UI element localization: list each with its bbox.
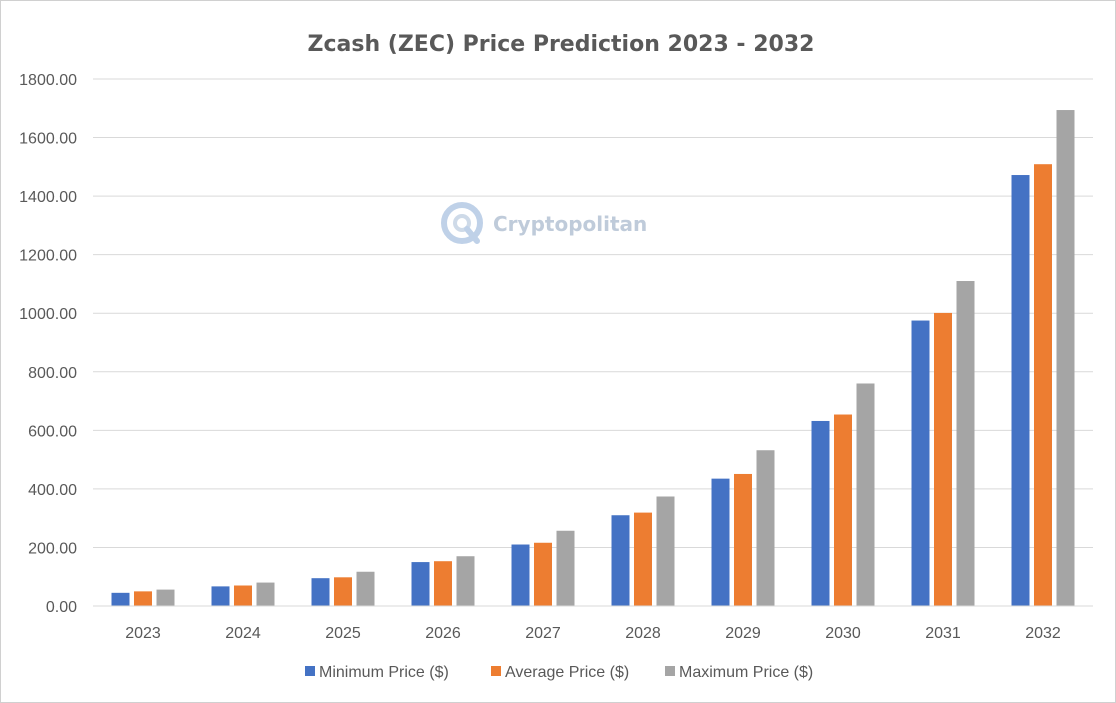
y-tick-label: 600.00 <box>28 423 77 440</box>
bar-2026-average <box>434 561 452 606</box>
legend-item: Maximum Price ($) <box>665 664 813 681</box>
x-tick-label: 2029 <box>725 625 761 642</box>
legend: Minimum Price ($) Average Price ($) Maximu… <box>305 664 813 681</box>
bar-2030-average <box>834 414 852 606</box>
gridlines <box>93 78 1093 548</box>
bar-2025-minimum <box>311 578 330 606</box>
bar-2027-average <box>534 542 552 606</box>
bar-2028-minimum <box>611 515 630 606</box>
watermark-text: Cryptopolitan <box>493 212 647 236</box>
bar-2026-minimum <box>411 562 430 606</box>
bar-2024-average <box>234 585 252 606</box>
y-tick-label: 1800.00 <box>19 72 77 89</box>
bar-2027-maximum <box>556 530 575 606</box>
bar-2029-maximum <box>756 450 775 606</box>
y-tick-label: 200.00 <box>28 540 77 557</box>
x-tick-label: 2025 <box>325 625 361 642</box>
x-axis-tick-labels: 2023 2024 2025 2026 2027 2028 2029 2030 2031 2032 <box>125 625 1061 642</box>
bar-2024-minimum <box>211 586 230 606</box>
legend-swatch <box>491 666 501 676</box>
y-tick-label: 400.00 <box>28 482 77 499</box>
x-tick-label: 2023 <box>125 625 161 642</box>
bar-2032-average <box>1034 164 1052 606</box>
bar-2025-maximum <box>356 571 375 606</box>
x-tick-label: 2032 <box>1025 625 1061 642</box>
y-tick-label: 800.00 <box>28 365 77 382</box>
bar-2024-maximum <box>256 582 275 606</box>
bar-2031-minimum <box>911 320 930 606</box>
y-tick-label: 1000.00 <box>19 306 77 323</box>
bar-2030-minimum <box>811 420 830 606</box>
bar-2028-maximum <box>656 496 675 606</box>
bar-2028-average <box>634 512 652 606</box>
legend-label: Minimum Price ($) <box>319 664 449 681</box>
x-tick-label: 2026 <box>425 625 461 642</box>
x-tick-label: 2024 <box>225 625 261 642</box>
bar-2023-minimum <box>111 592 130 606</box>
bar-2025-average <box>334 577 352 606</box>
x-tick-label: 2027 <box>525 625 561 642</box>
legend-label: Average Price ($) <box>505 664 629 681</box>
y-tick-label: 1400.00 <box>19 189 77 206</box>
x-tick-label: 2031 <box>925 625 961 642</box>
legend-item: Minimum Price ($) <box>305 664 449 681</box>
bar-2031-maximum <box>956 281 975 606</box>
y-axis-tick-labels: 0.00 200.00 400.00 600.00 800.00 1000.00 1200.… <box>19 72 77 616</box>
legend-item: Average Price ($) <box>491 664 629 681</box>
chart-title: Zcash (ZEC) Price Prediction 2023 - 2032 <box>308 32 815 57</box>
x-tick-label: 2030 <box>825 625 861 642</box>
bar-2032-minimum <box>1011 175 1030 606</box>
x-tick-label: 2028 <box>625 625 661 642</box>
bar-2029-average <box>734 473 752 606</box>
bars <box>111 110 1075 606</box>
legend-label: Maximum Price ($) <box>679 664 813 681</box>
bar-2030-maximum <box>856 383 875 606</box>
bar-2032-maximum <box>1056 110 1075 606</box>
bar-2026-maximum <box>456 556 475 606</box>
y-tick-label: 1600.00 <box>19 131 77 148</box>
y-tick-label: 0.00 <box>46 599 77 616</box>
bar-2023-maximum <box>156 589 175 606</box>
bar-2029-minimum <box>711 478 730 606</box>
legend-swatch <box>665 666 675 676</box>
cryptopolitan-logo-icon <box>441 202 483 244</box>
watermark: Cryptopolitan <box>441 202 647 244</box>
bar-2027-minimum <box>511 544 530 606</box>
legend-swatch <box>305 666 315 676</box>
y-tick-label: 1200.00 <box>19 248 77 265</box>
bar-2031-average <box>934 312 952 606</box>
bar-2023-average <box>134 591 152 606</box>
